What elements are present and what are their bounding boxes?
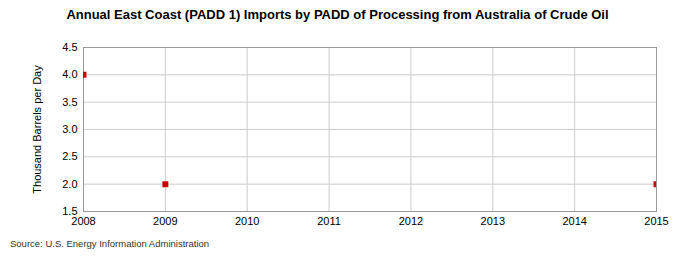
svg-text:2.0: 2.0	[62, 178, 77, 190]
svg-text:2.5: 2.5	[62, 150, 77, 162]
html-text:Annual East Coast (PADD 1) Imp: Annual East Coast (PADD 1) Imports by PA…	[66, 7, 609, 22]
svg-text:4.5: 4.5	[62, 41, 77, 53]
svg-text:2009: 2009	[153, 215, 177, 227]
svg-text:2014: 2014	[562, 215, 586, 227]
svg-text:2015: 2015	[644, 215, 668, 227]
svg-text:3.5: 3.5	[62, 96, 77, 108]
svg-text:2012: 2012	[399, 215, 423, 227]
svg-text:2013: 2013	[481, 215, 505, 227]
svg-text:2011: 2011	[317, 215, 341, 227]
html-text:Source: U.S. Energy Informatio: Source: U.S. Energy Information Administ…	[10, 238, 210, 249]
svg-text:Thousand Barrels per Day: Thousand Barrels per Day	[31, 65, 43, 194]
svg-text:2008: 2008	[71, 215, 95, 227]
svg-text:3.0: 3.0	[62, 123, 77, 135]
svg-text:4.0: 4.0	[62, 68, 77, 80]
svg-text:2010: 2010	[235, 215, 259, 227]
svg-text:1.5: 1.5	[62, 205, 78, 217]
